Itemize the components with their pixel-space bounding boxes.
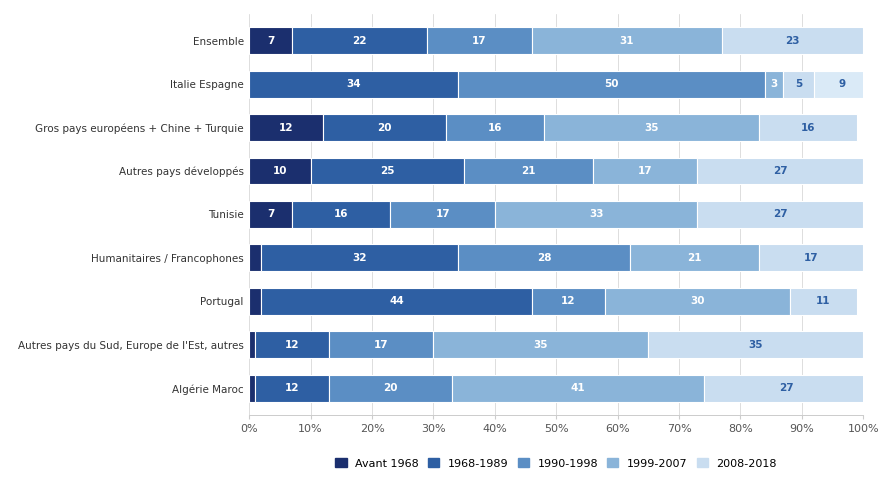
Text: 21: 21 — [522, 166, 536, 176]
Legend: Avant 1968, 1968-1989, 1990-1998, 1999-2007, 2008-2018: Avant 1968, 1968-1989, 1990-1998, 1999-2… — [331, 454, 781, 473]
Bar — [452, 375, 704, 402]
Bar — [698, 201, 863, 228]
Text: 20: 20 — [377, 122, 392, 133]
Bar — [329, 332, 433, 359]
Bar — [427, 27, 531, 54]
Bar — [446, 114, 544, 141]
Bar — [249, 158, 311, 185]
Bar — [249, 70, 458, 97]
Bar — [249, 114, 323, 141]
Text: 17: 17 — [374, 340, 389, 350]
Bar — [648, 332, 863, 359]
Text: 9: 9 — [838, 79, 846, 89]
Text: 12: 12 — [285, 383, 299, 393]
Text: 35: 35 — [534, 340, 548, 350]
Bar — [262, 244, 458, 271]
Bar — [391, 201, 495, 228]
Text: 16: 16 — [334, 210, 349, 219]
Text: 34: 34 — [346, 79, 361, 89]
Text: 27: 27 — [780, 383, 794, 393]
Bar — [433, 332, 648, 359]
Bar — [292, 201, 391, 228]
Bar — [311, 158, 465, 185]
Bar — [704, 375, 870, 402]
Text: 7: 7 — [267, 210, 274, 219]
Text: 12: 12 — [279, 122, 294, 133]
Text: 23: 23 — [786, 36, 800, 46]
Bar — [292, 27, 427, 54]
Bar — [458, 244, 630, 271]
Bar — [495, 201, 698, 228]
Bar — [249, 375, 255, 402]
Text: 32: 32 — [352, 253, 367, 263]
Bar — [698, 158, 863, 185]
Text: 11: 11 — [816, 296, 830, 307]
Text: 22: 22 — [352, 36, 367, 46]
Bar — [814, 70, 870, 97]
Bar — [789, 288, 857, 315]
Bar — [605, 288, 789, 315]
Text: 20: 20 — [384, 383, 398, 393]
Bar — [323, 114, 446, 141]
Text: 3: 3 — [771, 79, 778, 89]
Text: 35: 35 — [644, 122, 659, 133]
Bar — [249, 332, 255, 359]
Bar — [262, 288, 531, 315]
Bar — [249, 288, 262, 315]
Text: 31: 31 — [619, 36, 634, 46]
Text: 16: 16 — [488, 122, 502, 133]
Bar — [531, 27, 722, 54]
Bar — [249, 244, 262, 271]
Text: 17: 17 — [473, 36, 487, 46]
Text: 25: 25 — [380, 166, 394, 176]
Text: 7: 7 — [267, 36, 274, 46]
Text: 41: 41 — [570, 383, 585, 393]
Text: 33: 33 — [589, 210, 603, 219]
Text: 50: 50 — [604, 79, 619, 89]
Bar — [329, 375, 452, 402]
Text: 27: 27 — [773, 166, 788, 176]
Bar — [465, 158, 593, 185]
Bar — [630, 244, 759, 271]
Bar — [593, 158, 698, 185]
Text: 27: 27 — [773, 210, 788, 219]
Bar — [531, 288, 605, 315]
Bar — [458, 70, 765, 97]
Bar — [783, 70, 814, 97]
Text: 30: 30 — [691, 296, 705, 307]
Bar — [759, 244, 863, 271]
Bar — [759, 114, 857, 141]
Text: 21: 21 — [687, 253, 701, 263]
Bar — [255, 332, 329, 359]
Bar — [765, 70, 783, 97]
Text: 44: 44 — [389, 296, 404, 307]
Text: 17: 17 — [435, 210, 450, 219]
Bar — [249, 27, 292, 54]
Text: 5: 5 — [795, 79, 803, 89]
Text: 35: 35 — [748, 340, 763, 350]
Bar — [544, 114, 759, 141]
Bar — [255, 375, 329, 402]
Text: 12: 12 — [562, 296, 576, 307]
Text: 28: 28 — [537, 253, 551, 263]
Text: 16: 16 — [801, 122, 815, 133]
Text: 17: 17 — [638, 166, 652, 176]
Bar — [722, 27, 863, 54]
Text: 17: 17 — [804, 253, 819, 263]
Bar — [249, 201, 292, 228]
Text: 10: 10 — [272, 166, 287, 176]
Text: 12: 12 — [285, 340, 299, 350]
